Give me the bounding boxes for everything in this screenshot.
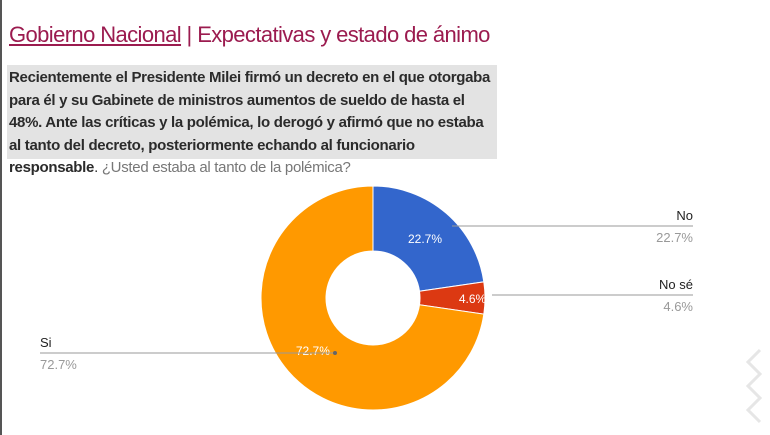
slice-value-label: 72.7% — [296, 344, 330, 358]
legend-label: No sé — [659, 277, 693, 292]
question-text: ¿Usted estaba al tanto de la polémica? — [97, 159, 351, 176]
leader-dot — [333, 351, 337, 355]
slice-si — [260, 185, 485, 411]
question-context: Recientemente el Presidente Milei firmó … — [9, 69, 491, 176]
page-title: Gobierno Nacional | Expectativas y estad… — [9, 22, 490, 48]
title-sub: Expectativas y estado de ánimo — [197, 22, 490, 47]
title-main: Gobierno Nacional — [9, 22, 182, 47]
decorative-zigzag — [745, 348, 763, 424]
question-period: . — [94, 159, 98, 176]
title-separator: | — [186, 22, 193, 47]
slice-no — [372, 185, 485, 292]
left-border — [0, 0, 2, 435]
legend-label: No — [676, 208, 693, 223]
slice-value-label: 22.7% — [408, 232, 442, 246]
legend-value: 22.7% — [656, 230, 693, 245]
legend-value: 4.6% — [663, 299, 693, 314]
question-box: Recientemente el Presidente Milei firmó … — [7, 65, 497, 176]
legend-label: Si — [40, 335, 52, 350]
legend-value: 72.7% — [40, 357, 77, 372]
slice-value-label: 4.6% — [459, 292, 487, 306]
